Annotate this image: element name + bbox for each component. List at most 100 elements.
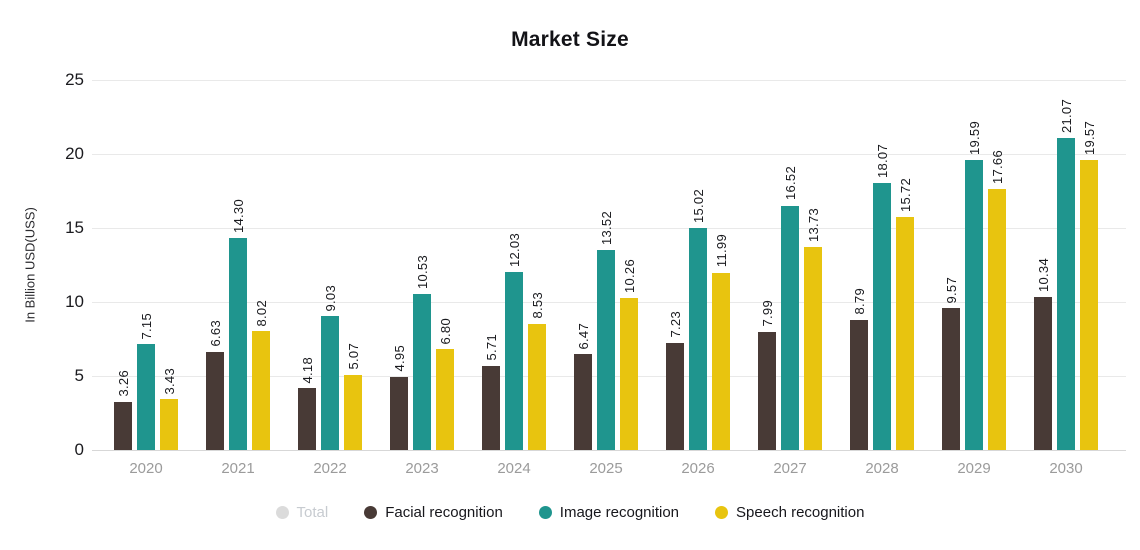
- bar-value-label-facial-2021: 6.63: [207, 320, 223, 347]
- bar-facial-2026[interactable]: [666, 343, 684, 450]
- legend-item-speech[interactable]: Speech recognition: [715, 504, 864, 521]
- bar-item-speech-2028: 15.72: [896, 80, 914, 450]
- legend-dot-facial-icon: [364, 506, 378, 519]
- bar-image-2028[interactable]: [873, 182, 891, 450]
- bar-facial-2025[interactable]: [574, 354, 592, 450]
- bar-value-label-facial-2029: 9.57: [943, 276, 959, 304]
- bar-value-label-image-2027: 16.52: [782, 166, 798, 201]
- bar-speech-2029[interactable]: [988, 188, 1006, 450]
- plot-area: 3.26 7.15 3.43 2020 6.63 14.30 8.02 2021 4.18 9.0…: [92, 80, 1126, 477]
- bar-groups: 3.26 7.15 3.43 2020 6.63 14.30 8.02 2021 4.18 9.0…: [100, 80, 1112, 477]
- bar-item-image-2024: 12.03: [505, 80, 523, 450]
- bar-speech-2020[interactable]: [160, 399, 178, 450]
- bar-speech-2023[interactable]: [436, 349, 454, 450]
- legend-dot-image-icon: [538, 506, 552, 519]
- bar-image-2025[interactable]: [597, 249, 615, 450]
- x-tick-label-2028: 2028: [865, 460, 899, 477]
- bar-item-speech-2027: 13.73: [804, 80, 822, 450]
- bar-facial-2022[interactable]: [298, 388, 316, 450]
- bar-value-label-image-2029: 19.59: [966, 121, 982, 156]
- bar-item-image-2022: 9.03: [321, 80, 339, 450]
- bar-facial-2029[interactable]: [942, 308, 960, 450]
- bar-item-image-2028: 18.07: [873, 80, 891, 450]
- bar-group-2030: 10.34 21.07 19.57 2030: [1020, 80, 1112, 477]
- bar-item-image-2030: 21.07: [1057, 80, 1075, 450]
- bar-speech-2022[interactable]: [344, 374, 362, 450]
- bar-facial-2021[interactable]: [206, 351, 224, 450]
- bar-value-label-image-2028: 18.07: [874, 143, 890, 178]
- bar-facial-2028[interactable]: [850, 319, 868, 450]
- bar-image-2022[interactable]: [321, 316, 339, 450]
- bar-facial-2024[interactable]: [482, 365, 500, 450]
- legend-item-total[interactable]: Total: [275, 504, 329, 521]
- bar-item-speech-2025: 10.26: [620, 80, 638, 450]
- bar-value-label-image-2020: 7.15: [138, 312, 154, 340]
- bar-image-2024[interactable]: [505, 271, 523, 450]
- bar-item-facial-2022: 4.18: [298, 80, 316, 450]
- bar-group-2022: 4.18 9.03 5.07 2022: [284, 80, 376, 477]
- bar-speech-2030[interactable]: [1080, 160, 1098, 450]
- bar-item-speech-2022: 5.07: [344, 80, 362, 450]
- bars-row-2021: 6.63 14.30 8.02: [206, 80, 270, 450]
- bar-speech-2021[interactable]: [252, 331, 270, 450]
- bar-item-facial-2027: 7.99: [758, 80, 776, 450]
- legend-item-image[interactable]: Image recognition: [538, 504, 680, 521]
- legend-label-total: Total: [296, 504, 329, 521]
- bar-group-2020: 3.26 7.15 3.43 2020: [100, 80, 192, 477]
- bar-facial-2027[interactable]: [758, 331, 776, 450]
- legend-item-facial[interactable]: Facial recognition: [364, 504, 503, 521]
- bar-value-label-speech-2027: 13.73: [805, 207, 821, 242]
- bar-speech-2026[interactable]: [712, 272, 730, 450]
- bar-value-label-speech-2028: 15.72: [897, 178, 913, 213]
- bar-image-2020[interactable]: [137, 344, 155, 450]
- y-axis-ticks: 25 20 15 10 5 0: [0, 70, 84, 459]
- chart-title: Market Size: [511, 28, 629, 51]
- gridline-20: [92, 154, 1126, 155]
- bar-facial-2020[interactable]: [114, 401, 132, 450]
- bar-item-facial-2028: 8.79: [850, 80, 868, 450]
- bars-row-2025: 6.47 13.52 10.26: [574, 80, 638, 450]
- bar-image-2026[interactable]: [689, 227, 707, 450]
- bar-item-speech-2021: 8.02: [252, 80, 270, 450]
- bars-row-2023: 4.95 10.53 6.80: [390, 80, 454, 450]
- bar-image-2027[interactable]: [781, 205, 799, 450]
- x-tick-label-2029: 2029: [957, 460, 991, 477]
- bar-item-image-2021: 14.30: [229, 80, 247, 450]
- x-tick-label-2027: 2027: [773, 460, 807, 477]
- bar-value-label-image-2026: 15.02: [690, 188, 706, 223]
- y-tick-label-5: 5: [74, 366, 84, 385]
- bar-facial-2023[interactable]: [390, 376, 408, 450]
- gridline-25: [92, 80, 1126, 81]
- bar-item-speech-2024: 8.53: [528, 80, 546, 450]
- bar-value-label-facial-2020: 3.26: [115, 370, 131, 397]
- bar-item-facial-2026: 7.23: [666, 80, 684, 450]
- bar-speech-2025[interactable]: [620, 298, 638, 450]
- bar-group-2021: 6.63 14.30 8.02 2021: [192, 80, 284, 477]
- bar-item-speech-2030: 19.57: [1080, 80, 1098, 450]
- bar-facial-2030[interactable]: [1034, 296, 1052, 450]
- bar-speech-2028[interactable]: [896, 217, 914, 450]
- bar-speech-2027[interactable]: [804, 246, 822, 450]
- legend-label-image: Image recognition: [559, 504, 680, 521]
- bar-value-label-facial-2024: 5.71: [483, 333, 499, 361]
- bar-value-label-image-2021: 14.30: [230, 199, 246, 234]
- bar-item-image-2026: 15.02: [689, 80, 707, 450]
- bar-item-image-2027: 16.52: [781, 80, 799, 450]
- bar-image-2021[interactable]: [229, 238, 247, 450]
- bar-value-label-speech-2025: 10.26: [621, 259, 637, 294]
- bar-image-2029[interactable]: [965, 160, 983, 450]
- y-tick-label-25: 25: [65, 70, 84, 89]
- bars-row-2030: 10.34 21.07 19.57: [1034, 80, 1098, 450]
- bar-image-2030[interactable]: [1057, 138, 1075, 450]
- bar-speech-2024[interactable]: [528, 323, 546, 450]
- gridline-0: [92, 450, 1126, 451]
- y-tick-label-20: 20: [65, 144, 84, 163]
- bar-value-label-facial-2023: 4.95: [391, 345, 407, 372]
- bar-value-label-facial-2027: 7.99: [759, 300, 775, 327]
- bars-row-2024: 5.71 12.03 8.53: [482, 80, 546, 450]
- x-tick-label-2026: 2026: [681, 460, 715, 477]
- bar-item-facial-2023: 4.95: [390, 80, 408, 450]
- bar-value-label-image-2025: 13.52: [598, 210, 614, 245]
- bar-image-2023[interactable]: [413, 294, 431, 450]
- bar-item-image-2025: 13.52: [597, 80, 615, 450]
